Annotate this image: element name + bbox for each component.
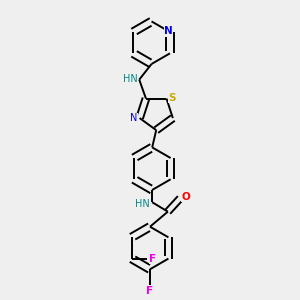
Text: S: S [168, 93, 176, 103]
Text: F: F [149, 254, 156, 264]
Text: N: N [164, 26, 173, 36]
Text: HN: HN [123, 74, 138, 84]
Text: HN: HN [135, 199, 150, 209]
Text: F: F [146, 286, 153, 296]
Text: O: O [182, 192, 190, 202]
Text: N: N [130, 113, 137, 123]
